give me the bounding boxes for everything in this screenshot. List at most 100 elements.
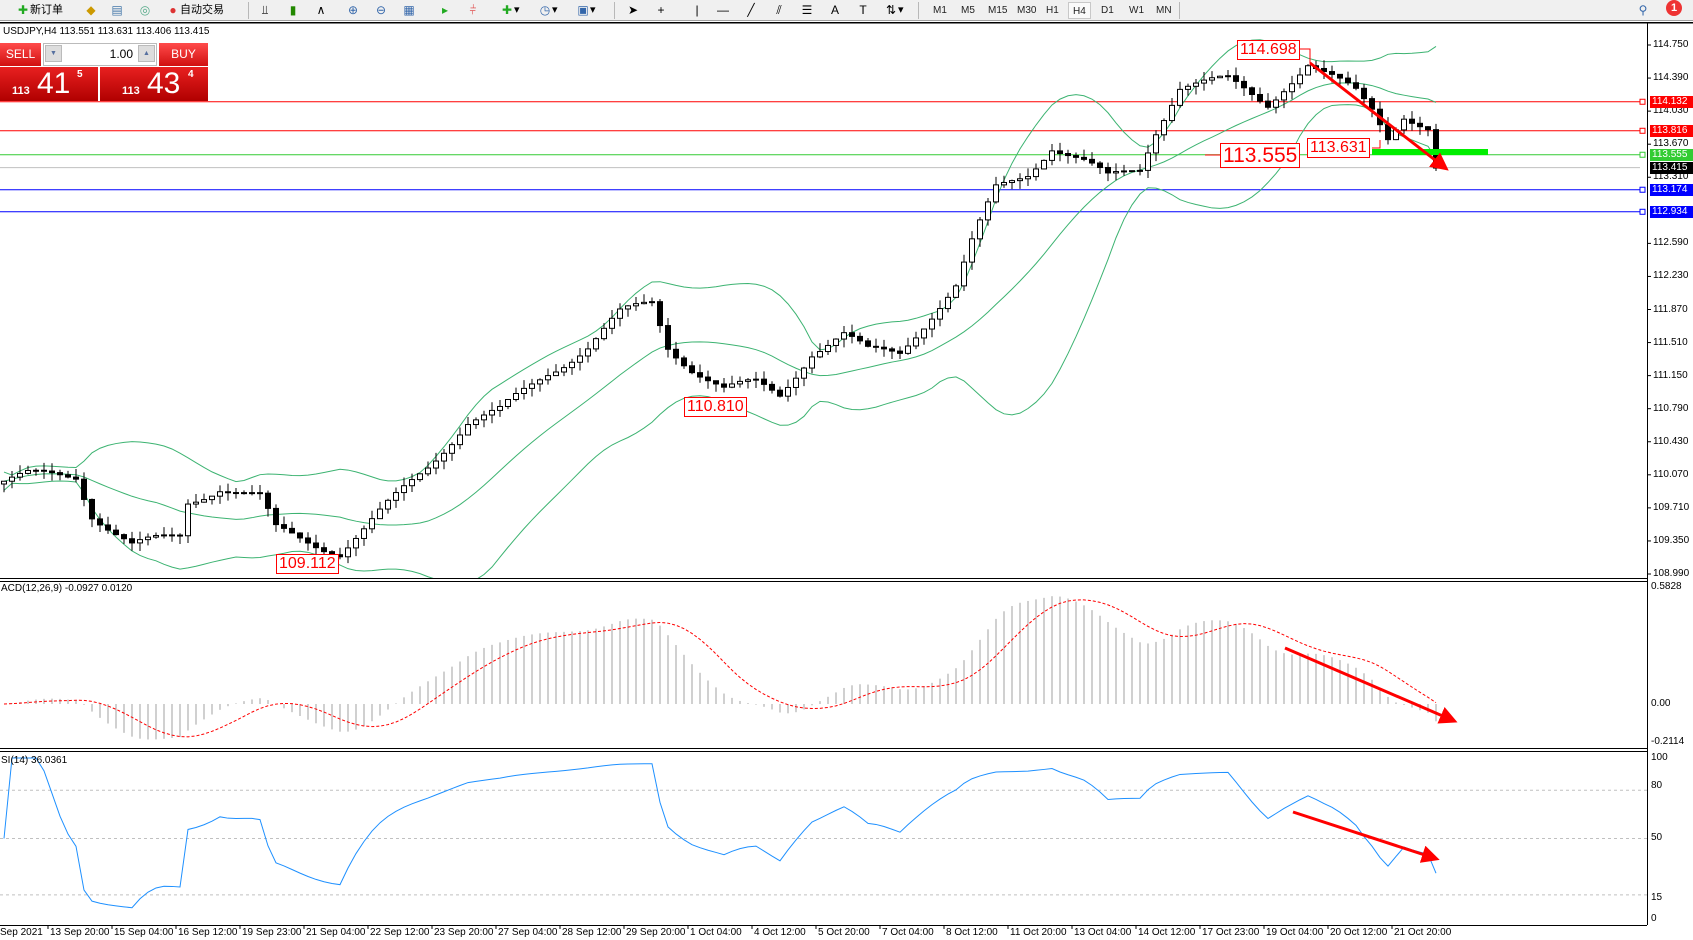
candle-bull (1177, 88, 1183, 106)
candle-bull (913, 337, 919, 347)
candle-bull (953, 285, 959, 298)
notification-badge: 1 (1666, 0, 1682, 16)
timeframe-m30[interactable]: M30 (1017, 5, 1037, 16)
candle-chart-button[interactable]: ▮ (286, 2, 300, 19)
arrows-button[interactable]: ⇅ ▾ (885, 3, 904, 18)
candle-bull (153, 535, 159, 538)
candle-bull (1137, 169, 1143, 172)
text-label-button[interactable]: T (856, 2, 870, 19)
notifications-button[interactable]: 1 (1666, 0, 1682, 17)
candle-bull (185, 503, 191, 537)
level-handle (1639, 186, 1646, 193)
trendline-button[interactable]: ╱ (744, 2, 758, 19)
templates-button[interactable]: ▣▾ (577, 3, 596, 18)
level-tag: 113.174 (1650, 183, 1693, 196)
rsi-axis-15: 15 (1651, 892, 1663, 903)
bar-chart-button[interactable]: ⫫ (258, 2, 272, 19)
time-tick-label: 29 Sep 20:00 (626, 927, 686, 938)
timeframe-m15[interactable]: M15 (988, 5, 1008, 16)
horizontal-line-button[interactable]: — (716, 2, 730, 19)
price-tick-label: 112.590 (1653, 237, 1689, 249)
text-button[interactable]: A (828, 2, 842, 19)
vertical-line-button[interactable]: | (690, 2, 704, 19)
zoom-in-button[interactable]: ⊕ (346, 2, 360, 19)
candle-bull (433, 460, 439, 469)
line-chart-button[interactable]: ∧ (314, 2, 328, 19)
candle-bull (929, 318, 935, 330)
timeframe-h4[interactable]: H4 (1068, 2, 1091, 19)
candle-bear (73, 476, 79, 480)
level-handle (1639, 208, 1646, 215)
level-handle (1639, 127, 1646, 134)
auto-trading-button[interactable]: ● 自动交易 (166, 2, 224, 19)
chart-shift-button[interactable]: ⫩ (466, 2, 480, 19)
timeframe-w1[interactable]: W1 (1129, 5, 1144, 16)
new-order-button[interactable]: ✚ 新订单 (17, 3, 63, 18)
periods-button[interactable]: ◷ ▾ (539, 3, 558, 18)
annotation-low-2[interactable]: 109.112 (276, 554, 339, 574)
channel-button[interactable]: ⫽ (772, 2, 786, 19)
candle-bull (737, 380, 743, 385)
candle-bear (105, 524, 111, 531)
annotation-low-1[interactable]: 110.810 (684, 397, 747, 417)
fibonacci-button[interactable]: ☰ (800, 2, 814, 19)
candle-bear (1417, 122, 1423, 128)
candle-bull (561, 367, 567, 373)
timeframe-d1[interactable]: D1 (1101, 5, 1114, 16)
annotation-leader (1299, 48, 1311, 63)
candle-bear (873, 345, 879, 348)
buy-price[interactable]: 113 43 4 (100, 67, 208, 101)
candle-bear (665, 325, 671, 350)
price-tick-label: 108.990 (1653, 568, 1690, 579)
annotation-high[interactable]: 114.698 (1237, 40, 1300, 60)
indicators-button[interactable]: ✚ ▾ (501, 3, 520, 18)
timeframe-m1[interactable]: M1 (933, 5, 947, 16)
timeframe-m5[interactable]: M5 (961, 5, 975, 16)
candle-bull (545, 375, 551, 381)
candle-bull (793, 377, 799, 388)
buy-button[interactable]: BUY (159, 43, 208, 66)
crosshair-button[interactable]: + (654, 2, 668, 19)
candle-bull (1401, 118, 1407, 131)
timeframe-mn[interactable]: MN (1156, 5, 1172, 16)
candle-bull (345, 547, 351, 558)
support-zone[interactable] (1372, 149, 1488, 155)
candle-bear (321, 547, 327, 553)
sell-button[interactable]: SELL (0, 43, 41, 66)
annotation-level[interactable]: 113.555 (1220, 143, 1301, 168)
candle-bull (217, 491, 223, 497)
candle-bull (1161, 120, 1167, 136)
sell-price[interactable]: 113 41 5 (0, 67, 98, 101)
timeframe-h1[interactable]: H1 (1046, 5, 1059, 16)
zoom-out-button[interactable]: ⊖ (374, 2, 388, 19)
annotation-recent[interactable]: 113.631 (1307, 138, 1370, 158)
market-watch-button[interactable]: ◆ (84, 2, 98, 19)
signals-button[interactable]: ◎ (138, 2, 152, 19)
candlesticks (1, 60, 1439, 564)
history-button[interactable]: ▤ (110, 2, 124, 19)
price-tick-label: 111.870 (1653, 303, 1688, 315)
lot-decrease-button[interactable]: ▼ (45, 45, 62, 62)
lot-increase-button[interactable]: ▲ (138, 45, 155, 62)
lot-size-input[interactable]: 1.00 (43, 43, 157, 66)
trend-arrow-rsi[interactable] (1292, 810, 1440, 863)
candle-bear (769, 383, 775, 391)
search-button[interactable]: ⚲ (1636, 2, 1650, 19)
auto-scroll-button[interactable]: ▸ (438, 2, 452, 19)
trend-arrow-price[interactable] (1309, 61, 1449, 171)
candle-bear (305, 537, 311, 544)
candle-bull (1033, 168, 1039, 178)
tile-windows-button[interactable]: ▦ (402, 2, 416, 19)
chart-canvas[interactable] (0, 22, 1693, 940)
trend-arrow-macd[interactable] (1284, 646, 1458, 724)
candle-bull (521, 387, 527, 395)
candle-bull (193, 501, 199, 505)
candle-bull (369, 518, 375, 530)
candle-bull (377, 508, 383, 520)
time-tick-label: 17 Oct 23:00 (1202, 927, 1260, 938)
cursor-button[interactable]: ➤ (626, 2, 640, 19)
user-drawings[interactable] (1205, 48, 1488, 863)
level-tag: 113.816 (1650, 124, 1693, 137)
candle-bull (745, 379, 751, 382)
candle-bear (1361, 87, 1367, 100)
